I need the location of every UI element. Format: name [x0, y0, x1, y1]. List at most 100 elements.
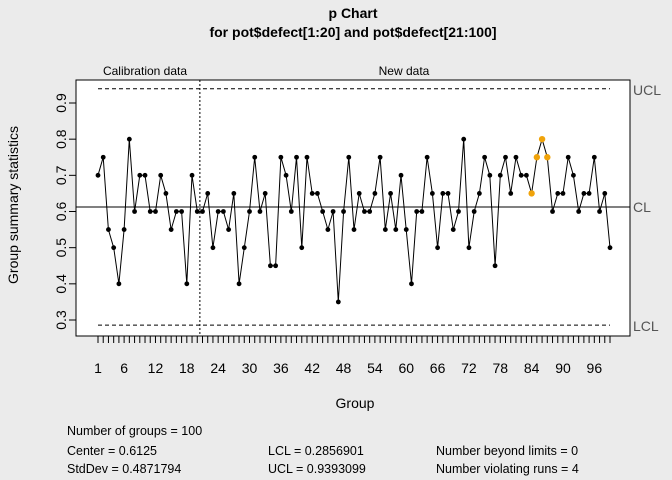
- data-point: [257, 209, 263, 214]
- data-point: [163, 191, 169, 196]
- data-point: [382, 227, 388, 232]
- data-point: [288, 209, 294, 214]
- data-point: [482, 154, 488, 160]
- stat-stddev: StdDev = 0.4871794: [67, 462, 182, 476]
- data-point: [252, 154, 258, 160]
- y-tick-label: 0.3: [53, 310, 69, 330]
- violating-point: [533, 154, 541, 161]
- x-tick-label: 24: [210, 360, 226, 376]
- data-point: [586, 191, 592, 196]
- new-data-label: New data: [379, 64, 430, 78]
- stat-violating-runs: Number violating runs = 4: [436, 462, 579, 476]
- stat-ucl: UCL = 0.9393099: [268, 462, 366, 476]
- data-point: [226, 227, 232, 232]
- data-point: [445, 191, 451, 196]
- data-point: [419, 209, 425, 214]
- data-point: [325, 227, 331, 232]
- data-point: [189, 172, 195, 178]
- data-point: [95, 172, 101, 178]
- data-point: [320, 209, 326, 214]
- data-point: [153, 209, 158, 214]
- data-point: [247, 209, 252, 214]
- data-point: [414, 209, 420, 214]
- x-axis: 1 6 12 18 24 30 36 42 48 54 60 66 72 78 84 90 96: [94, 335, 611, 376]
- data-point: [393, 227, 399, 232]
- violating-point: [528, 190, 535, 197]
- data-point: [450, 227, 456, 232]
- x-tick-label: 6: [120, 360, 128, 376]
- y-tick-label: 0.8: [53, 129, 69, 149]
- y-tick-label: 0.7: [53, 165, 69, 185]
- data-point: [388, 191, 393, 196]
- lcl-label: LCL: [633, 318, 659, 334]
- data-point: [158, 172, 164, 178]
- data-point: [241, 245, 247, 251]
- data-point: [299, 245, 305, 251]
- data-point: [194, 209, 200, 214]
- data-point: [560, 191, 566, 196]
- data-point: [429, 191, 435, 196]
- data-point: [503, 154, 508, 160]
- data-point: [268, 263, 273, 269]
- data-point: [508, 191, 514, 196]
- data-point: [106, 227, 111, 232]
- data-point: [126, 136, 132, 142]
- cl-label: CL: [633, 199, 651, 215]
- data-point: [315, 191, 320, 196]
- stat-center: Center = 0.6125: [67, 444, 157, 458]
- x-tick-label: 90: [555, 360, 571, 376]
- data-point: [555, 191, 561, 196]
- data-point: [351, 227, 357, 232]
- y-tick-label: 0.5: [53, 238, 69, 258]
- data-point: [424, 154, 430, 160]
- data-point: [184, 281, 190, 287]
- violating-point: [538, 135, 546, 143]
- data-point: [476, 191, 482, 196]
- x-axis-title: Group: [336, 395, 375, 411]
- data-point: [466, 245, 472, 251]
- data-point: [576, 209, 582, 214]
- ucl-label: UCL: [633, 82, 661, 98]
- data-point: [367, 209, 373, 214]
- data-point: [377, 154, 383, 160]
- data-series: [95, 135, 613, 305]
- plot-panel: [75, 79, 631, 337]
- data-point: [121, 227, 127, 232]
- data-point: [581, 191, 587, 196]
- data-point: [362, 209, 367, 214]
- data-point: [341, 209, 346, 214]
- data-point: [210, 245, 216, 251]
- data-point: [346, 154, 352, 160]
- data-point: [591, 154, 597, 160]
- data-point: [142, 172, 148, 178]
- data-point: [492, 263, 498, 269]
- y-tick-label: 0.6: [53, 202, 69, 222]
- data-point: [304, 154, 310, 160]
- x-tick-label: 48: [336, 360, 352, 376]
- y-tick-label: 0.9: [53, 93, 69, 113]
- data-point: [409, 281, 414, 287]
- y-axis-title: Group summary statistics: [5, 126, 21, 284]
- x-tick-label: 36: [273, 360, 289, 376]
- data-point: [597, 209, 602, 214]
- data-point: [132, 209, 137, 214]
- data-point: [471, 209, 477, 214]
- data-point: [440, 191, 446, 196]
- data-point: [220, 209, 226, 214]
- data-point: [335, 299, 341, 305]
- x-tick-label: 18: [179, 360, 195, 376]
- x-tick-label: 42: [304, 360, 320, 376]
- data-point: [231, 191, 237, 196]
- data-point: [205, 191, 211, 196]
- data-point: [147, 209, 153, 214]
- calibration-label: Calibration data: [103, 64, 187, 78]
- x-tick-label: 66: [430, 360, 446, 376]
- y-axis: 0.3 0.4 0.5 0.6 0.7 0.8 0.9: [53, 93, 77, 330]
- data-point: [518, 172, 524, 178]
- data-point: [278, 154, 284, 160]
- x-tick-label: 78: [492, 360, 508, 376]
- x-tick-label: 96: [587, 360, 603, 376]
- stat-beyond-limits: Number beyond limits = 0: [436, 444, 579, 458]
- x-tick-label: 72: [461, 360, 477, 376]
- data-point: [273, 263, 279, 269]
